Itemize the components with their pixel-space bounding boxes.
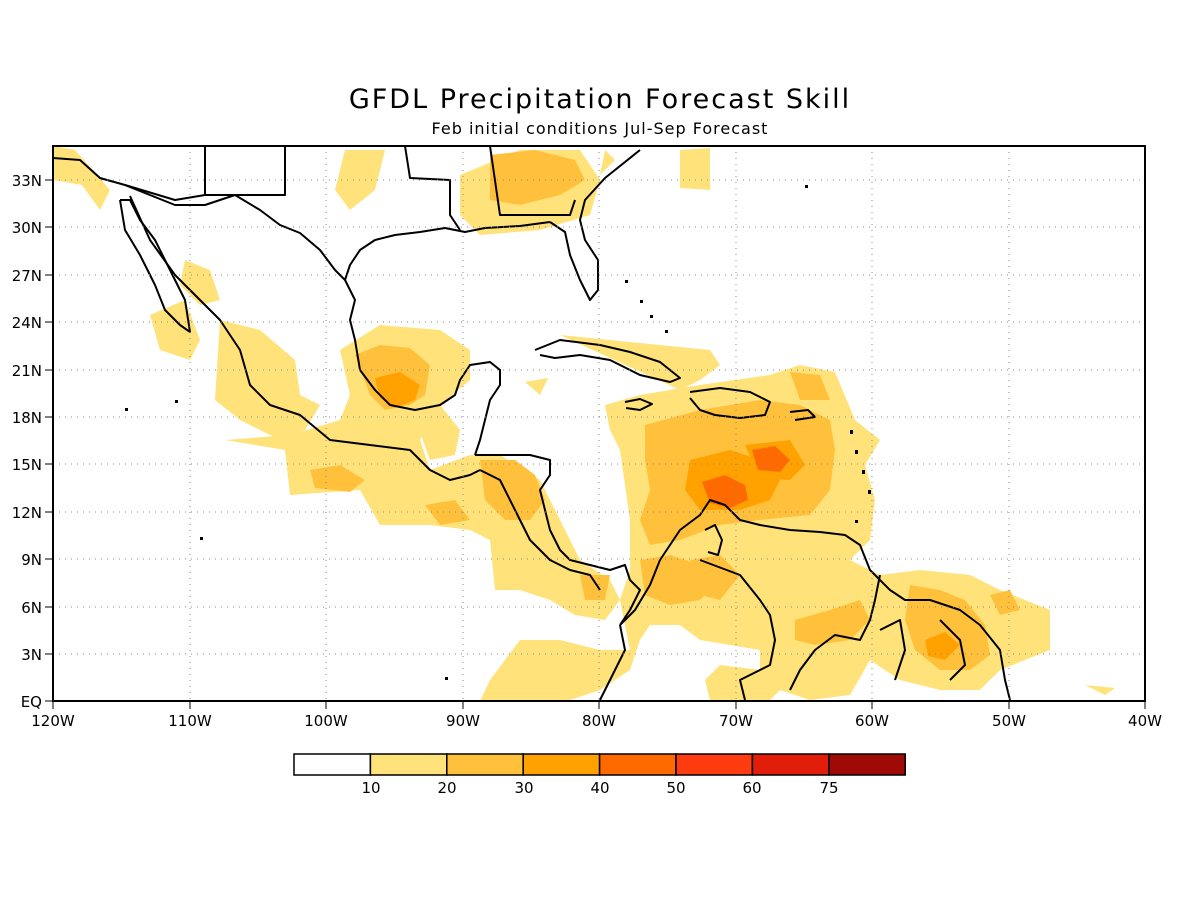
lat-label: 24N (12, 314, 42, 332)
colorbar-label: 20 (437, 779, 456, 797)
map-subtitle: Feb initial conditions Jul-Sep Forecast (431, 119, 769, 138)
lat-label: 27N (12, 267, 42, 285)
colorbar-label: 10 (361, 779, 380, 797)
lon-label: 90W (446, 712, 480, 730)
colorbar-swatch (751, 753, 830, 776)
lat-label: 33N (12, 172, 42, 190)
colorbar: 10 20 30 40 50 60 75 (293, 753, 906, 797)
colorbar-swatch (598, 753, 677, 776)
lon-label: 50W (992, 712, 1026, 730)
lat-label: 15N (12, 456, 42, 474)
lat-label: 6N (21, 599, 42, 617)
colorbar-swatch (293, 753, 372, 776)
lat-label: EQ (21, 693, 42, 711)
lon-label: 80W (582, 712, 616, 730)
lat-label: 21N (12, 362, 42, 380)
colorbar-label: 75 (819, 779, 838, 797)
lon-label: 120W (31, 712, 75, 730)
colorbar-swatch (446, 753, 524, 776)
colorbar-label: 30 (514, 779, 533, 797)
skill-shading-level4 (702, 446, 790, 508)
colorbar-swatch (675, 753, 754, 776)
lon-axis: 120W 110W 100W 90W 80W 70W 60W 50W 40W (31, 701, 1162, 730)
small-islands (125, 185, 871, 680)
lat-label: 18N (12, 409, 42, 427)
skill-shading-level2 (310, 150, 1020, 670)
map-title: GFDL Precipitation Forecast Skill (348, 84, 852, 115)
lat-label: 9N (21, 551, 42, 569)
lat-label: 3N (21, 646, 42, 664)
lon-label: 100W (304, 712, 348, 730)
lon-label: 110W (168, 712, 212, 730)
lon-label: 70W (719, 712, 753, 730)
graticule (53, 146, 1145, 701)
lon-label: 40W (1128, 712, 1162, 730)
colorbar-swatch (369, 753, 448, 776)
lon-label: 60W (855, 712, 889, 730)
colorbar-swatch (828, 753, 906, 776)
lat-axis: EQ 3N 6N 9N 12N 15N 18N 21N 24N 27N 30N … (12, 172, 53, 711)
lat-label: 12N (12, 504, 42, 522)
colorbar-label: 40 (590, 779, 609, 797)
colorbar-label: 60 (742, 779, 761, 797)
lat-label: 30N (12, 219, 42, 237)
colorbar-swatch (522, 753, 601, 776)
colorbar-label: 50 (666, 779, 685, 797)
